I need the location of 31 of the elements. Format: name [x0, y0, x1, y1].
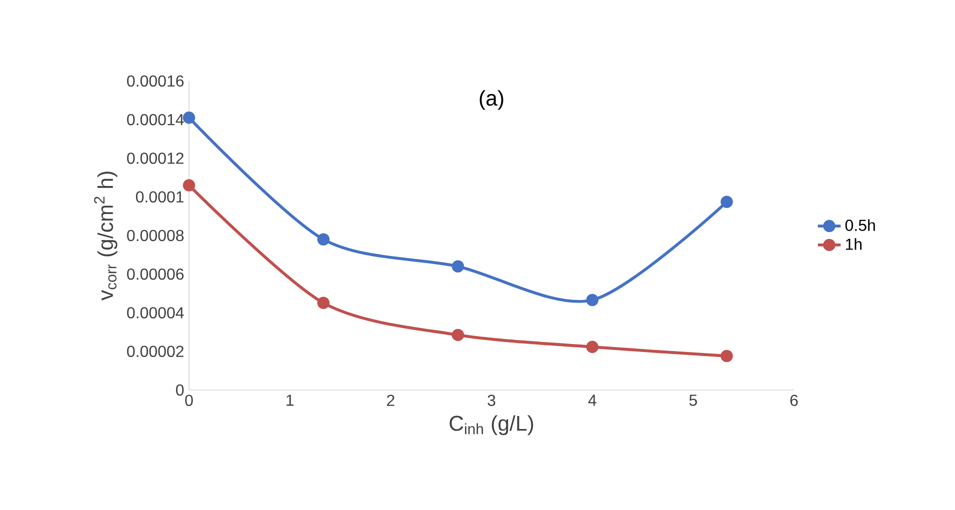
- y-tick-label: 0.00008: [127, 230, 184, 242]
- chart-title: (a): [480, 90, 504, 110]
- point: [182, 112, 196, 124]
- point: [586, 340, 598, 354]
- x-tick-label: 2: [387, 394, 394, 406]
- legend-label: 0.5h: [845, 219, 875, 231]
- x-tick-label: 1: [286, 394, 294, 406]
- y-tick-label: 0.00014: [127, 114, 184, 126]
- y-tick-label: 0.00016: [127, 75, 184, 87]
- point: [452, 260, 464, 273]
- point: [182, 179, 196, 192]
- y-tick-label: 0.00006: [127, 268, 184, 280]
- y-axis-title: v$_{corr}$ (g/cm$^{2}$ h): [94, 172, 118, 301]
- point: [720, 350, 733, 362]
- x-tick-label: 0: [185, 394, 193, 406]
- x-tick-label: 4: [588, 394, 596, 406]
- point: [452, 328, 464, 342]
- legend-label: 1h: [846, 238, 862, 250]
- point: [317, 233, 330, 246]
- point: [720, 196, 733, 208]
- y-tick-label: 0.0001: [136, 191, 184, 203]
- y-tick-label: 0.00004: [127, 307, 184, 318]
- x-axis-title: C$_{inh}$ (g/L): [450, 415, 534, 436]
- y-tick-label: 0.00002: [127, 346, 184, 358]
- x-tick-label: 6: [790, 394, 798, 406]
- y-tick-label: 0: [176, 384, 184, 396]
- y-tick-label: 0.00012: [127, 152, 184, 164]
- x-tick-label: 5: [689, 394, 697, 406]
- x-tick-label: 3: [488, 394, 496, 406]
- point: [317, 296, 330, 310]
- point: [586, 294, 598, 306]
